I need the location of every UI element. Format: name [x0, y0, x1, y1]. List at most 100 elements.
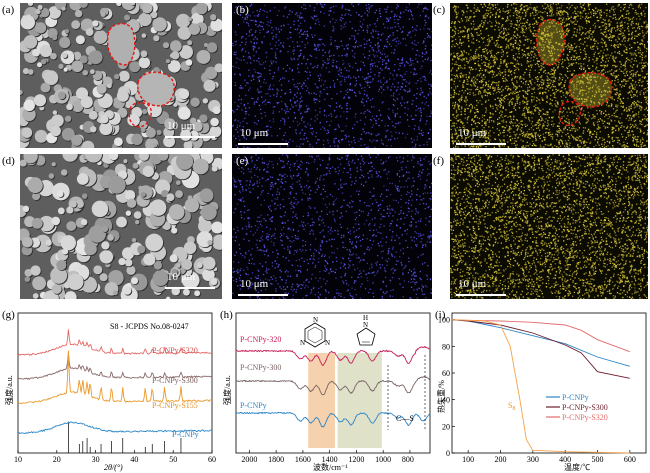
element-dot [375, 122, 377, 124]
element-dot [315, 142, 318, 144]
element-dot [558, 127, 560, 130]
element-dot [514, 92, 516, 95]
element-dot [494, 75, 496, 78]
element-dot [634, 88, 636, 90]
element-dot [487, 65, 489, 67]
element-dot [384, 8, 386, 10]
element-dot [403, 88, 405, 91]
element-dot [360, 138, 362, 140]
element-dot [318, 38, 320, 40]
element-dot [303, 20, 306, 22]
element-dot [486, 39, 489, 41]
element-dot [584, 27, 587, 30]
element-dot [627, 25, 630, 28]
element-dot [396, 74, 398, 76]
element-dot [245, 50, 247, 53]
element-dot [267, 30, 270, 32]
element-dot [254, 122, 256, 124]
element-dot [418, 132, 420, 135]
element-dot [246, 62, 248, 64]
element-dot [601, 143, 603, 145]
element-dot [450, 53, 452, 55]
element-dot [253, 42, 256, 44]
element-dot [338, 139, 340, 142]
element-dot [588, 8, 591, 11]
element-dot [553, 76, 555, 79]
element-dot [485, 50, 488, 52]
element-dot [497, 82, 499, 84]
element-dot [519, 41, 521, 43]
element-dot [351, 89, 354, 91]
element-dot [420, 111, 422, 114]
element-dot [581, 94, 583, 97]
element-dot [490, 56, 492, 58]
element-dot [426, 141, 428, 143]
element-dot [526, 92, 528, 94]
element-dot [264, 61, 267, 63]
element-dot [243, 21, 245, 23]
element-dot [501, 144, 503, 147]
particle [37, 4, 43, 10]
element-dot [580, 6, 582, 8]
element-dot [516, 14, 519, 16]
element-dot [524, 147, 526, 148]
element-dot [465, 137, 468, 139]
element-dot [603, 66, 606, 68]
element-dot [541, 33, 544, 35]
element-dot [377, 45, 379, 48]
element-dot [526, 101, 528, 103]
particle [152, 17, 167, 32]
element-dot [298, 17, 301, 19]
element-dot [333, 84, 336, 86]
element-dot [405, 90, 407, 92]
element-dot [451, 125, 453, 127]
scale-bar-b [238, 143, 288, 145]
element-dot [627, 10, 629, 12]
element-dot [522, 145, 524, 147]
element-dot [387, 129, 389, 132]
element-dot [253, 102, 255, 104]
element-dot [342, 63, 344, 66]
element-dot [539, 11, 541, 13]
element-dot [344, 54, 346, 56]
element-dot [601, 65, 603, 67]
element-dot [599, 14, 601, 16]
element-dot [373, 117, 375, 120]
element-dot [623, 44, 625, 46]
element-dot [322, 43, 324, 45]
element-dot [566, 44, 569, 46]
element-dot [567, 18, 569, 20]
element-dot [248, 24, 250, 27]
element-dot [524, 136, 526, 138]
particle [129, 61, 141, 73]
element-dot [526, 131, 529, 133]
element-dot [573, 50, 575, 52]
element-dot [617, 104, 619, 106]
element-dot [399, 12, 402, 15]
element-dot [232, 42, 234, 45]
element-dot [362, 128, 364, 130]
element-dot [630, 73, 633, 75]
element-dot [619, 29, 621, 32]
element-dot [561, 102, 564, 104]
element-dot [565, 24, 567, 27]
element-dot [512, 7, 515, 9]
element-dot [570, 47, 572, 49]
element-dot [571, 80, 574, 82]
element-dot [369, 45, 372, 47]
element-dot [272, 84, 275, 86]
element-dot [471, 80, 474, 83]
element-dot [530, 82, 532, 84]
element-dot [292, 50, 294, 53]
element-dot [563, 84, 565, 86]
element-dot [341, 107, 343, 109]
element-dot [255, 30, 257, 32]
element-dot [284, 121, 286, 123]
element-dot [257, 97, 259, 99]
element-dot [640, 129, 642, 132]
element-dot [485, 122, 487, 125]
element-dot [550, 46, 552, 49]
element-dot [605, 9, 607, 11]
element-dot [595, 66, 598, 68]
element-dot [481, 79, 483, 82]
